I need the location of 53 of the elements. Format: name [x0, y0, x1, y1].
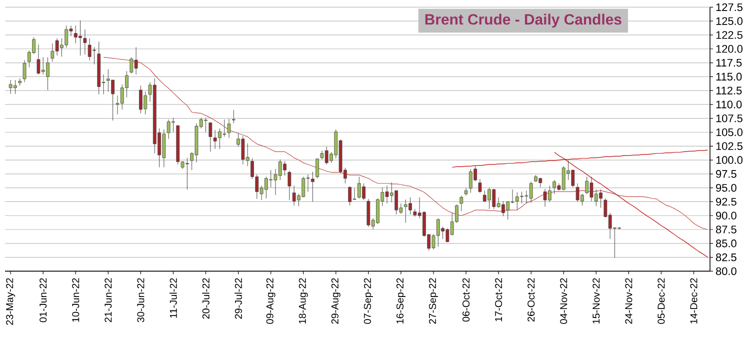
y-tick-label: 110.0 — [716, 100, 742, 108]
y-tick-label: 97.5 — [716, 170, 736, 178]
chart-title: Brent Crude - Daily Candles — [425, 14, 622, 28]
x-tick-label: 24-Nov-22 — [625, 278, 632, 324]
candlestick — [460, 195, 464, 212]
y-tick-label: 102.5 — [716, 142, 742, 150]
y-tick-label: 92.5 — [716, 198, 736, 206]
x-tick-label: 26-Oct-22 — [528, 278, 535, 322]
candlestick — [478, 178, 482, 193]
y-tick-label: 112.5 — [716, 86, 742, 94]
y-tick-label: 125.0 — [716, 17, 742, 25]
x-tick-label: 20-Jul-22 — [202, 278, 210, 319]
x-tick-label: 04-Nov-22 — [560, 278, 568, 324]
x-tick-label: 05-Dec-22 — [658, 278, 665, 324]
y-tick-label: 105.0 — [716, 128, 742, 136]
candlestick — [310, 171, 314, 202]
candlestick — [22, 60, 26, 82]
x-tick-label: 21-Jun-22 — [104, 278, 112, 322]
x-tick-label: 14-Dec-22 — [690, 278, 698, 324]
x-tick-label: 29-Aug-22 — [331, 278, 340, 324]
x-tick-label: 07-Sep-22 — [364, 278, 373, 324]
candlestick — [83, 29, 87, 55]
candlestick — [288, 170, 292, 200]
x-tick-label: 06-Oct-22 — [462, 278, 470, 322]
y-tick-label: 120.0 — [716, 44, 742, 53]
y-tick-label: 117.5 — [716, 58, 742, 67]
y-tick-label: 100.0 — [716, 156, 742, 164]
x-tick-label: 18-Aug-22 — [298, 278, 308, 324]
y-tick-label: 85.0 — [716, 239, 736, 248]
y-tick-label: 115.0 — [716, 72, 742, 80]
x-tick-label: 15-Nov-22 — [592, 278, 600, 324]
x-tick-label: 16-Sep-22 — [396, 278, 406, 324]
x-tick-label: 17-Oct-22 — [495, 278, 502, 322]
x-tick-label: 09-Aug-22 — [266, 278, 276, 324]
x-tick-label: 11-Jul-22 — [170, 278, 177, 318]
y-tick-label: 122.5 — [716, 31, 742, 39]
x-tick-label: 29-Jul-22 — [234, 278, 242, 319]
candlestick — [227, 118, 231, 138]
candlestick — [316, 158, 319, 179]
y-tick-label: 80.0 — [716, 267, 736, 275]
candlestick — [232, 110, 236, 124]
x-tick-label: 27-Sep-22 — [428, 278, 438, 324]
y-tick-label: 95.0 — [716, 184, 736, 192]
x-tick-label: 01-Jun-22 — [40, 278, 47, 322]
x-tick-label: 30-Jun-22 — [137, 278, 144, 322]
x-tick-label: 23-May-22 — [6, 278, 16, 325]
candlestick — [208, 122, 212, 152]
y-tick-label: 90.0 — [716, 212, 736, 220]
y-tick-label: 82.5 — [716, 253, 736, 262]
x-tick-label: 10-Jun-22 — [72, 278, 80, 322]
y-tick-label: 127.5 — [716, 3, 742, 11]
y-tick-label: 107.5 — [716, 114, 742, 122]
y-tick-label: 87.5 — [716, 226, 736, 234]
